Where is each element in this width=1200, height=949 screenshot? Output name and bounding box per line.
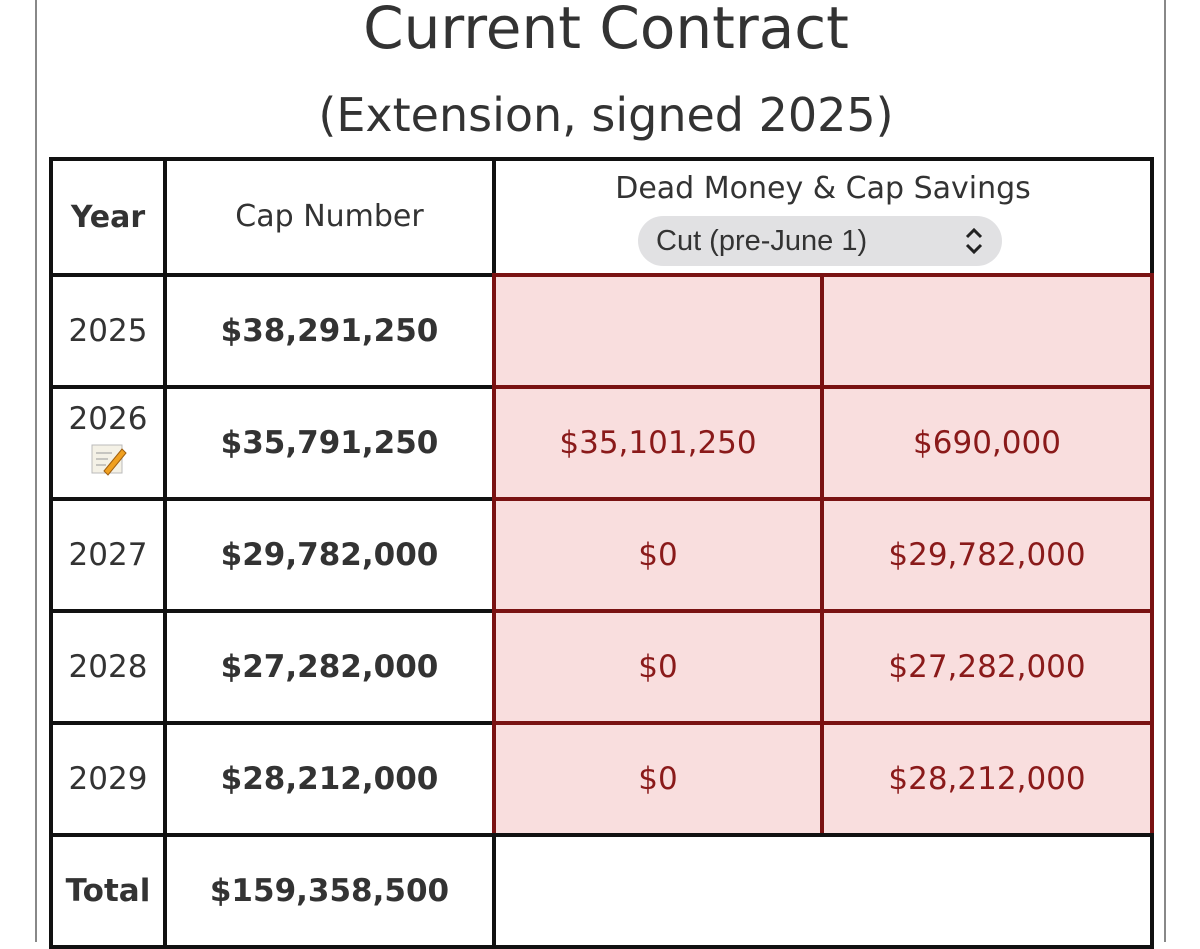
header-text: Dead Money & Cap Savings xyxy=(615,171,1031,206)
dead-money-cell: $690,000 xyxy=(820,385,1154,501)
subtitle: (Extension, signed 2025) xyxy=(318,88,894,142)
dead-money-cell: $35,101,250 xyxy=(492,385,824,501)
memo-icon xyxy=(91,444,127,476)
dead-money-cell xyxy=(492,273,824,389)
year-cell: 2025 xyxy=(49,273,167,389)
frame-border xyxy=(35,0,37,942)
dropdown-text: Cut (pre-June 1) xyxy=(656,224,868,257)
frame-border xyxy=(1164,0,1166,942)
dead-money-cell: $29,782,000 xyxy=(820,497,1154,613)
cap-cell: $38,291,250 xyxy=(163,273,496,389)
dead-money-cell: $0 xyxy=(492,497,824,613)
cap-cell: $27,282,000 xyxy=(163,609,496,725)
header-cell: Cap Number xyxy=(163,157,496,277)
total-value: $159,358,500 xyxy=(163,833,496,949)
chevron-icon xyxy=(965,227,983,255)
header-cell: Year xyxy=(49,157,167,277)
cap-cell: $35,791,250 xyxy=(163,385,496,501)
title: Current Contract xyxy=(363,0,849,62)
year-cell: 2029 xyxy=(49,721,167,837)
dead-money-cell xyxy=(820,273,1154,389)
dead-money-cell: $27,282,000 xyxy=(820,609,1154,725)
dead-money-cell: $0 xyxy=(492,721,824,837)
dropdown[interactable]: Cut (pre-June 1) xyxy=(638,216,1002,266)
dead-money-cell: $28,212,000 xyxy=(820,721,1154,837)
cap-cell: $29,782,000 xyxy=(163,497,496,613)
total-empty xyxy=(492,833,1154,949)
cap-cell: $28,212,000 xyxy=(163,721,496,837)
year-cell: 2027 xyxy=(49,497,167,613)
dead-money-cell: $0 xyxy=(492,609,824,725)
total-label: Total xyxy=(49,833,167,949)
year-cell: 2028 xyxy=(49,609,167,725)
year-cell: 2026 xyxy=(49,385,167,501)
